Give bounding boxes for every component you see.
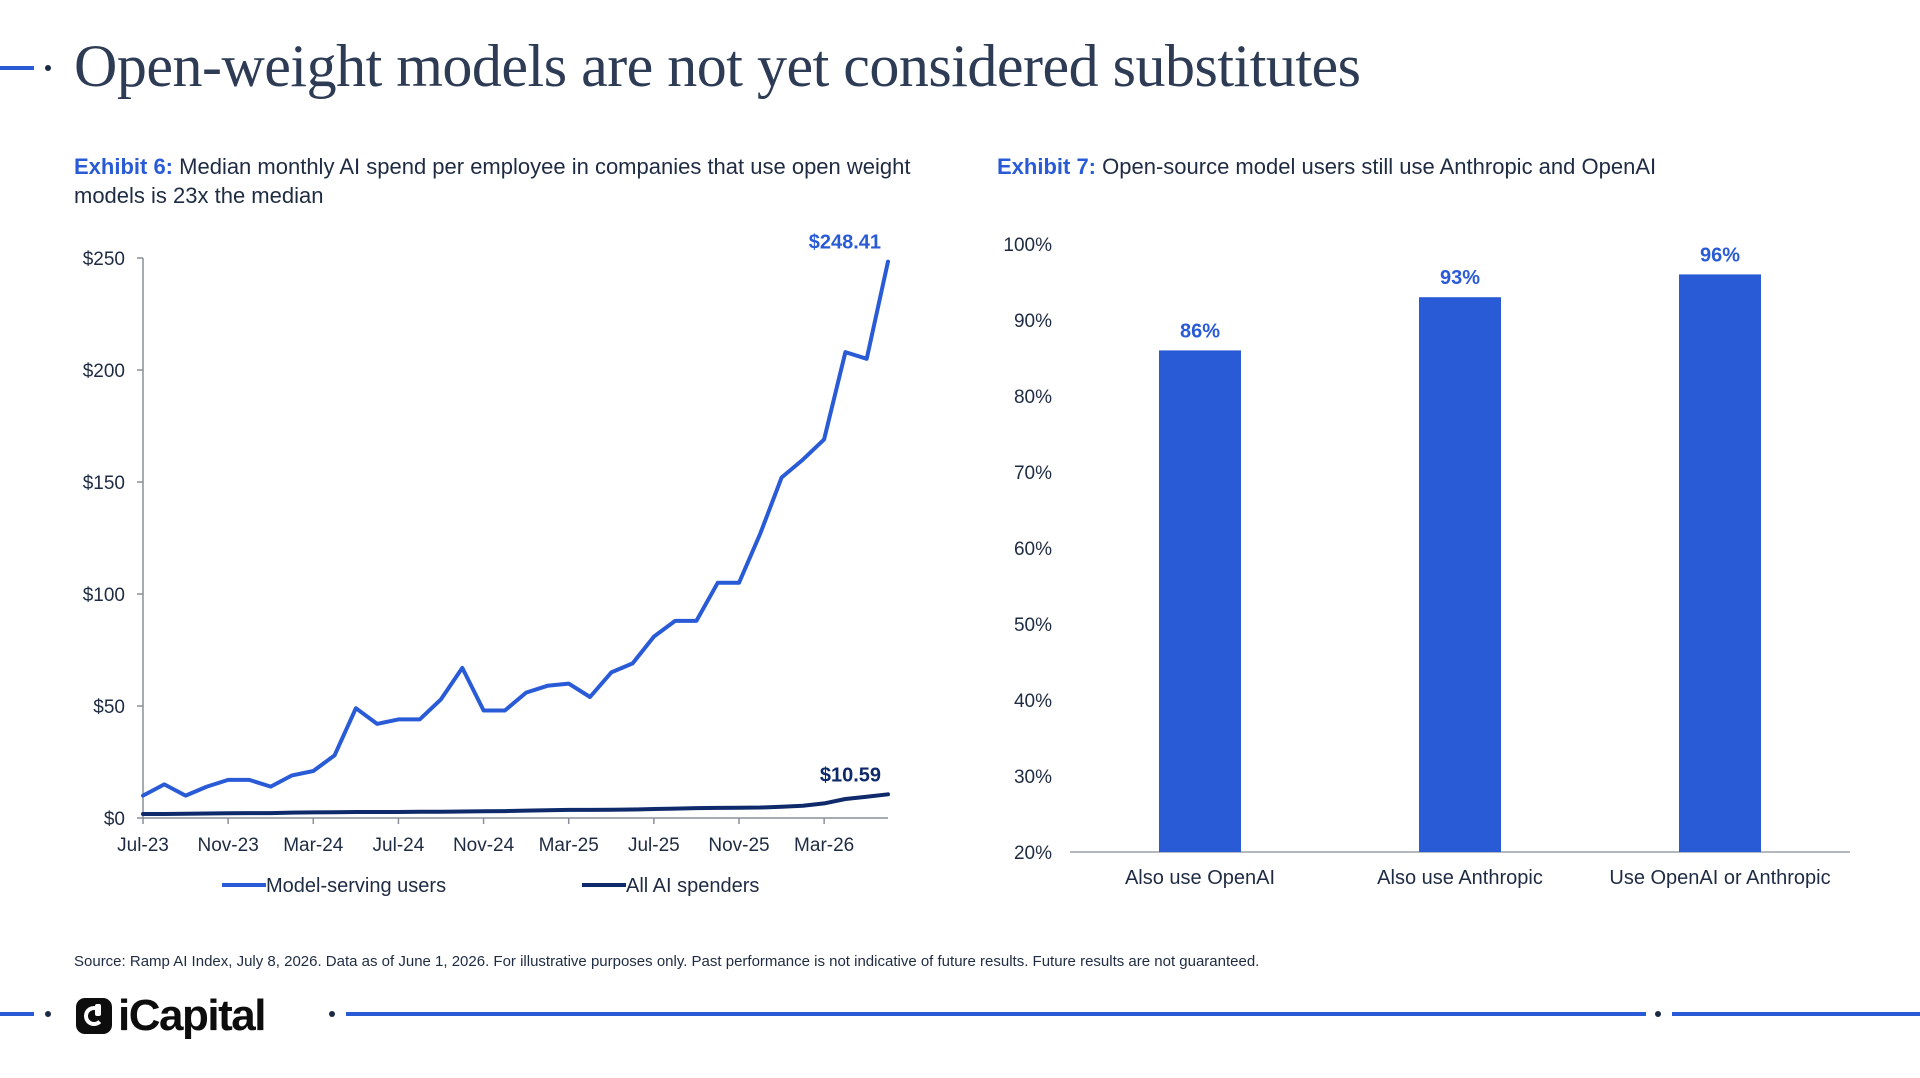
title-row: Open-weight models are not yet considere… — [0, 30, 1920, 110]
exhibit-6-label: Exhibit 6: — [74, 154, 174, 179]
bar-data-label: 96% — [1700, 244, 1740, 266]
x-category-label: Use OpenAI or Anthropic — [1609, 867, 1830, 889]
icapital-logo: iCapital — [76, 991, 266, 1040]
y-tick-label: 90% — [1014, 311, 1052, 332]
line-chart: $0 $50 $100 $150 $200 $250 Jul-23 Nov-23 Mar-24 J… — [83, 232, 890, 897]
x-tick-label: Nov-23 — [198, 835, 259, 856]
y-tick-label: 40% — [1014, 691, 1052, 712]
exhibit-7-title: Exhibit 7: Open-source model users still… — [997, 152, 1877, 181]
x-category-label: Also use Anthropic — [1377, 867, 1543, 889]
footer-line-decoration — [1672, 1012, 1920, 1016]
x-tick-label: Nov-24 — [453, 835, 515, 856]
footer-dot-decoration — [329, 1011, 335, 1017]
y-tick-label: $250 — [83, 249, 125, 270]
x-tick-label: Mar-24 — [283, 835, 344, 856]
footer-dot-decoration — [1655, 1011, 1661, 1017]
exhibit-7-text: Open-source model users still use Anthro… — [1102, 154, 1657, 179]
footer-dash-decoration — [0, 1012, 34, 1016]
bar-data-label: 86% — [1180, 320, 1220, 342]
footer-dot-decoration — [45, 1011, 51, 1017]
bar-data-label: 93% — [1440, 267, 1480, 289]
exhibit-6-text: Median monthly AI spend per employee in … — [74, 154, 911, 208]
series-line-all-ai-spenders — [141, 792, 890, 816]
x-tick-label: Nov-25 — [708, 835, 769, 856]
x-tick-label: Jul-23 — [117, 835, 169, 856]
title-dot-decoration — [45, 65, 51, 71]
y-tick-label: $100 — [83, 585, 125, 606]
x-tick-label: Mar-26 — [794, 835, 854, 856]
bar — [1679, 274, 1761, 852]
series-end-label: $248.41 — [809, 232, 881, 254]
y-tick-label: $200 — [83, 361, 125, 382]
title-dash-decoration — [0, 66, 34, 70]
icapital-logo-icon — [76, 998, 112, 1034]
x-tick-label: Mar-25 — [539, 835, 599, 856]
source-note: Source: Ramp AI Index, July 8, 2026. Dat… — [74, 953, 1260, 970]
series-line-model-serving-users — [141, 259, 890, 798]
x-tick-label: Jul-24 — [373, 835, 425, 856]
bar-chart: 20% 30% 40% 50% 60% 70% 80% 90% 100% 86% Also use … — [1003, 235, 1850, 889]
x-category-label: Also use OpenAI — [1125, 867, 1275, 889]
bar — [1419, 297, 1501, 852]
icapital-logo-text: iCapital — [118, 991, 266, 1040]
x-tick-label: Jul-25 — [628, 835, 680, 856]
y-tick-label: 80% — [1014, 387, 1052, 408]
footer-line-decoration — [346, 1012, 1646, 1016]
y-tick-label: 20% — [1014, 843, 1052, 864]
y-tick-label: $0 — [104, 809, 125, 830]
exhibit-6-title: Exhibit 6: Median monthly AI spend per e… — [74, 152, 914, 210]
y-tick-label: 70% — [1014, 463, 1052, 484]
y-tick-label: 60% — [1014, 539, 1052, 560]
y-tick-label: $50 — [93, 697, 125, 718]
y-tick-label: 100% — [1003, 235, 1052, 256]
series-end-label: $10.59 — [820, 764, 881, 786]
exhibit-7-label: Exhibit 7: — [997, 154, 1097, 179]
legend-label: Model-serving users — [266, 875, 446, 897]
y-tick-label: $150 — [83, 473, 125, 494]
bar — [1159, 350, 1241, 852]
y-tick-label: 50% — [1014, 615, 1052, 636]
y-tick-label: 30% — [1014, 767, 1052, 788]
legend-label: All AI spenders — [626, 875, 759, 897]
page-title: Open-weight models are not yet considere… — [74, 33, 1361, 99]
